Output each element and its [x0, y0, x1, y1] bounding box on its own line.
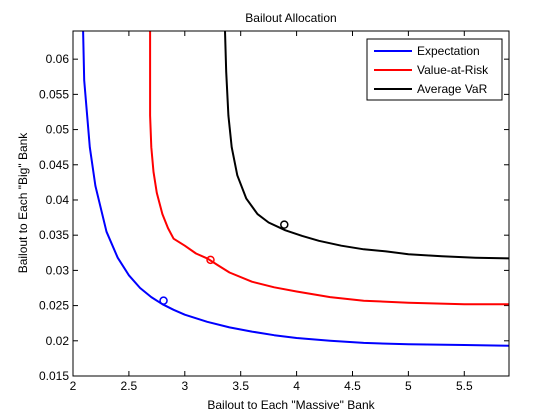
legend-label-average-var: Average VaR [417, 82, 488, 96]
y-tick-label: 0.035 [39, 228, 69, 242]
x-tick-label: 2 [70, 379, 77, 393]
y-tick-label: 0.04 [46, 193, 70, 207]
x-axis-ticks: 2 2.5 3 3.5 4 4.5 5 5.5 [70, 31, 473, 393]
x-tick-label: 5.5 [456, 379, 473, 393]
x-tick-label: 4.5 [344, 379, 361, 393]
y-tick-label: 0.06 [46, 52, 70, 66]
y-tick-label: 0.025 [39, 299, 69, 313]
y-axis-label: Bailout to Each "Big" Bank [16, 132, 30, 274]
x-tick-label: 3 [181, 379, 188, 393]
x-tick-label: 2.5 [121, 379, 138, 393]
legend-label-value-at-risk: Value-at-Risk [417, 63, 489, 77]
y-tick-label: 0.045 [39, 158, 69, 172]
series-marker-average-var [280, 220, 289, 229]
y-tick-label: 0.055 [39, 87, 69, 101]
y-tick-label: 0.02 [46, 334, 70, 348]
legend-label-expectation: Expectation [417, 44, 480, 58]
series-marker-expectation [159, 296, 168, 305]
x-axis-label: Bailout to Each "Massive" Bank [207, 398, 375, 412]
y-tick-label: 0.05 [46, 123, 70, 137]
x-tick-label: 3.5 [232, 379, 249, 393]
y-tick-label: 0.03 [46, 263, 70, 277]
y-axis-ticks: 0.015 0.02 0.025 0.03 0.035 0.04 0.045 0.05 0.05… [39, 52, 509, 383]
chart-title: Bailout Allocation [245, 11, 336, 25]
axes-frame [72, 30, 510, 377]
series-line-average-var [224, 31, 509, 260]
marker-layer [159, 220, 289, 305]
series-line-expectation [82, 31, 509, 347]
x-tick-label: 5 [405, 379, 412, 393]
legend: Expectation Value-at-Risk Average VaR [366, 38, 503, 101]
x-tick-label: 4 [293, 379, 300, 393]
series-marker-value-at-risk [206, 255, 215, 265]
y-tick-label: 0.015 [39, 369, 69, 383]
